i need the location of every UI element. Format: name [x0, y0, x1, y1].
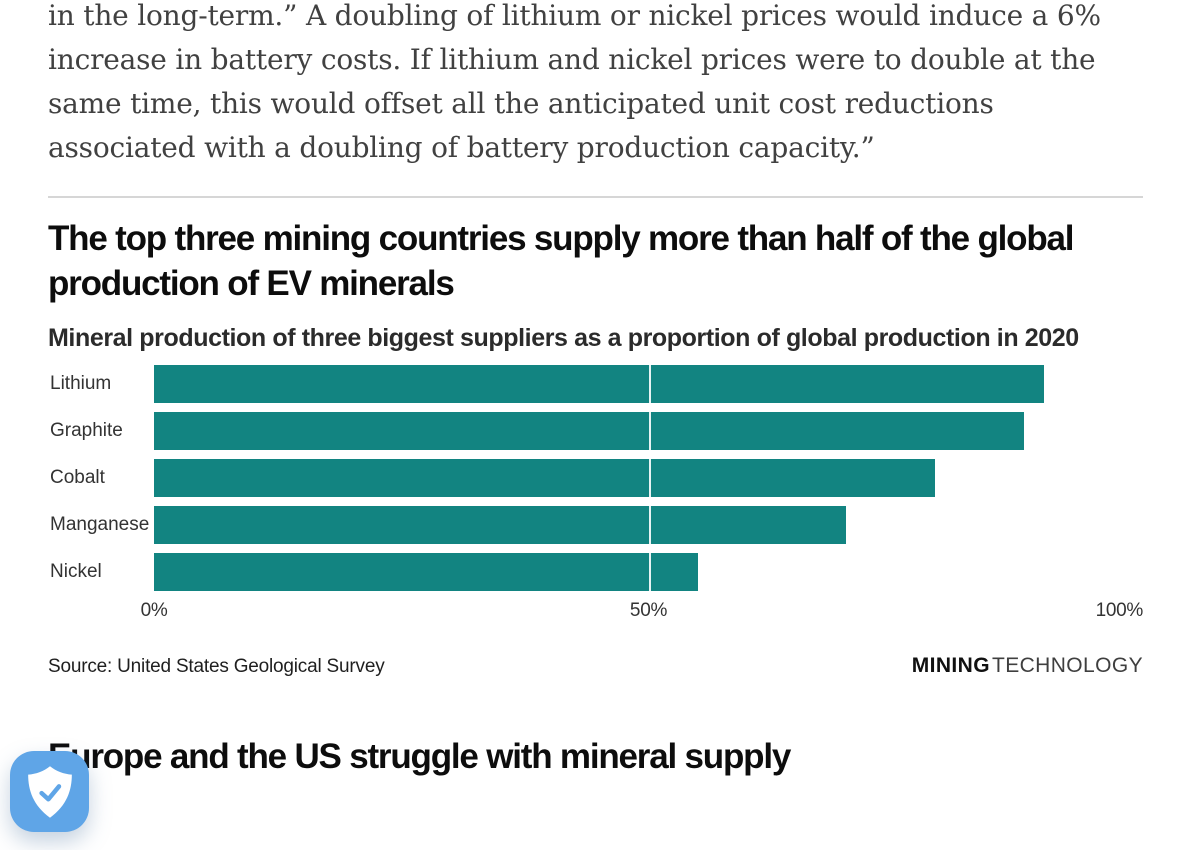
chart-subtitle: Mineral production of three biggest supp…	[48, 324, 1079, 352]
x-tick-0: 0%	[140, 600, 168, 621]
section-heading: The top three mining countries supply mo…	[48, 219, 1075, 303]
gridline-50pct	[648, 365, 651, 591]
x-axis: 0% 50% 100%	[141, 600, 1144, 624]
shield-check-icon	[22, 762, 78, 822]
bar-track	[154, 553, 1143, 591]
article-content: in the long-term.” A doubling of lithium…	[48, 0, 1143, 779]
bar-manganese	[154, 506, 847, 544]
section-divider	[48, 196, 1143, 198]
mining-technology-logo: MININGTECHNOLOGY	[912, 654, 1143, 678]
bar-label-cobalt: Cobalt	[50, 467, 105, 488]
article-paragraph: in the long-term.” A doubling of lithium…	[48, 0, 1101, 164]
chart-row: Graphite	[48, 412, 1143, 450]
chart-footer: Source: United States Geological Survey …	[48, 654, 1143, 678]
bar-label-nickel: Nickel	[50, 561, 102, 582]
chart-embed: Mineral production of three biggest supp…	[48, 319, 1143, 678]
x-tick-100: 100%	[1095, 600, 1144, 621]
chart-row: Nickel	[48, 553, 1143, 591]
next-section-heading: Europe and the US struggle with mineral …	[48, 737, 791, 776]
bar-label-manganese: Manganese	[50, 514, 150, 535]
bar-lithium	[154, 365, 1045, 403]
bar-track	[154, 365, 1143, 403]
chart-row: Manganese	[48, 506, 1143, 544]
bar-label-lithium: Lithium	[50, 373, 112, 394]
logo-technology: TECHNOLOGY	[991, 654, 1143, 677]
x-tick-50: 50%	[629, 600, 668, 621]
chart-row: Cobalt	[48, 459, 1143, 497]
bar-nickel	[154, 553, 698, 591]
logo-mining: MINING	[911, 654, 990, 677]
bar-chart: Lithium Graphite Cobalt Manganese Nickel	[48, 365, 1143, 591]
bar-track	[154, 412, 1143, 450]
bar-cobalt	[154, 459, 936, 497]
bar-graphite	[154, 412, 1025, 450]
bar-track	[154, 506, 1143, 544]
bar-label-graphite: Graphite	[50, 420, 123, 441]
chart-source: Source: United States Geological Survey	[48, 656, 385, 677]
chart-row: Lithium	[48, 365, 1143, 403]
bar-track	[154, 459, 1143, 497]
privacy-shield-badge[interactable]	[10, 751, 89, 832]
